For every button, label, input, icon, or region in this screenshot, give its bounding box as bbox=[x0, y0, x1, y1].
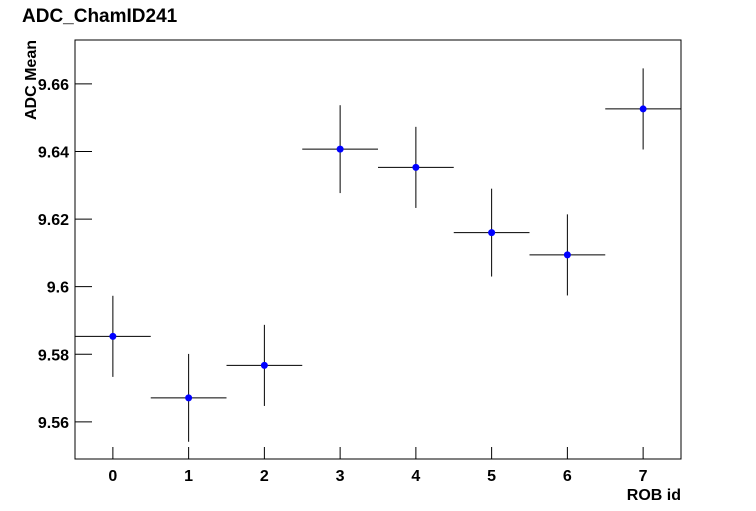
y-tick-label: 9.58 bbox=[38, 347, 69, 364]
y-tick-label: 9.66 bbox=[38, 77, 69, 94]
data-point bbox=[260, 361, 268, 369]
x-tick-label: 3 bbox=[336, 468, 345, 485]
chart-title: ADC_ChamID241 bbox=[22, 6, 178, 27]
x-axis-label: ROB id bbox=[627, 487, 681, 504]
data-point bbox=[488, 229, 496, 237]
data-point bbox=[639, 105, 647, 113]
x-tick-label: 5 bbox=[487, 468, 496, 485]
x-tick-label: 6 bbox=[563, 468, 572, 485]
x-tick-label: 4 bbox=[411, 468, 420, 485]
y-tick-label: 9.6 bbox=[47, 280, 69, 297]
data-point bbox=[109, 332, 117, 340]
plot-frame bbox=[74, 39, 682, 460]
data-point bbox=[185, 394, 193, 402]
y-axis-label: ADC Mean bbox=[23, 40, 40, 120]
x-tick-label: 1 bbox=[184, 468, 193, 485]
data-point bbox=[336, 145, 344, 153]
data-point bbox=[412, 163, 420, 171]
x-tick-label: 7 bbox=[639, 468, 648, 485]
y-tick-label: 9.62 bbox=[38, 212, 69, 229]
y-tick-label: 9.64 bbox=[38, 145, 69, 162]
x-tick-label: 2 bbox=[260, 468, 269, 485]
data-point bbox=[563, 251, 571, 259]
x-tick-label: 0 bbox=[108, 468, 117, 485]
y-tick-label: 9.56 bbox=[38, 415, 69, 432]
